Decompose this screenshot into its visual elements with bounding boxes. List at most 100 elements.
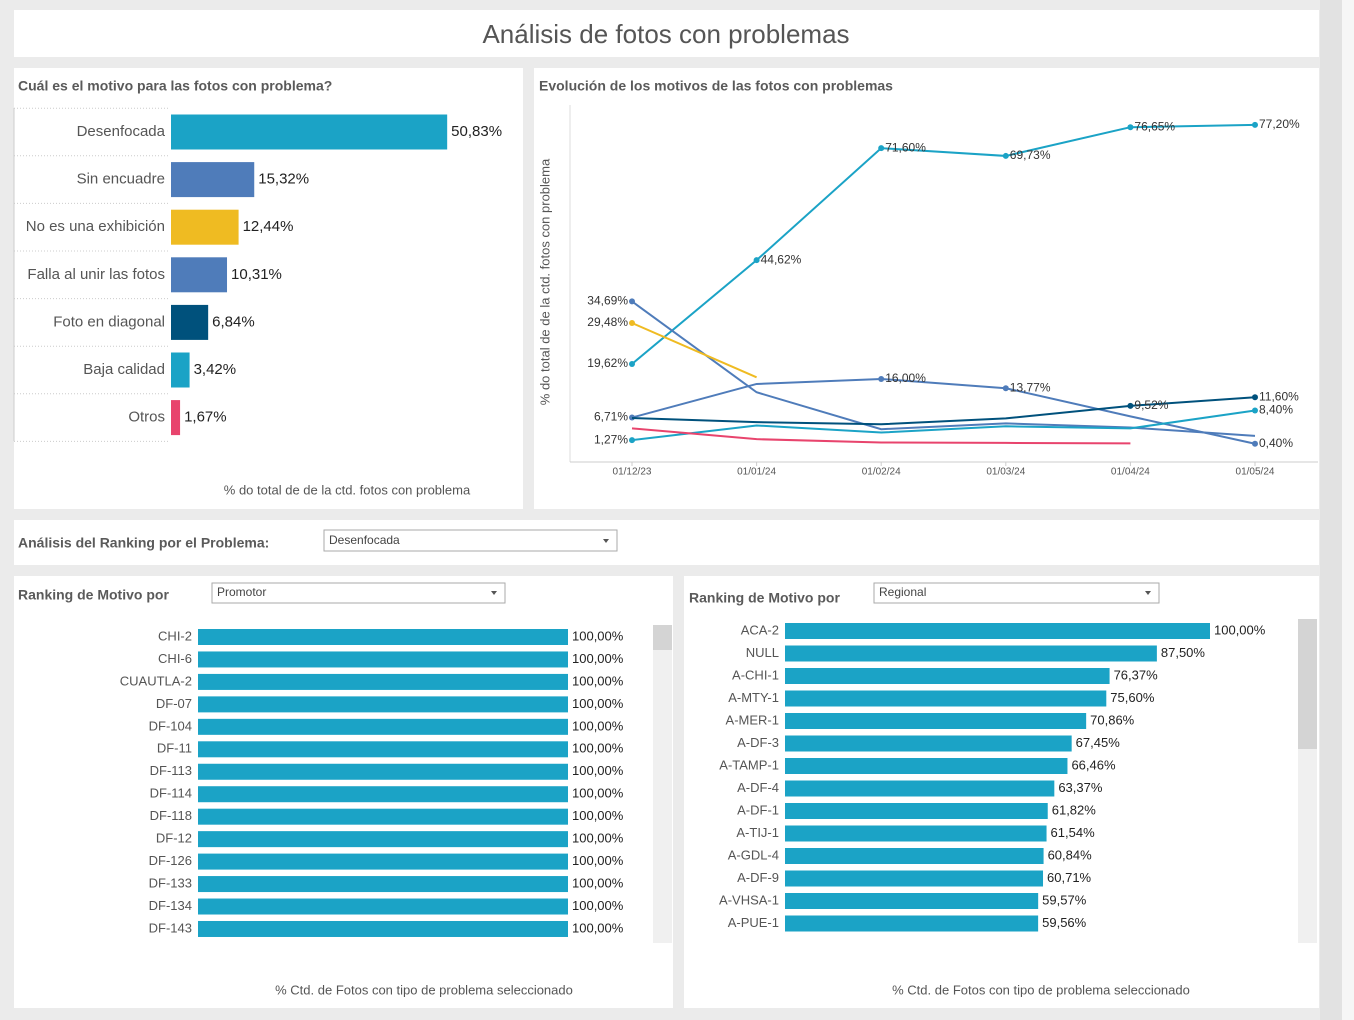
x-tick-label: 01/03/24 (986, 467, 1025, 478)
value-label: 1,27% (594, 432, 628, 446)
value-label: 60,71% (1047, 870, 1092, 885)
dropdown-box[interactable] (211, 582, 506, 604)
scrollbar-track[interactable] (653, 625, 672, 943)
dropdown-box[interactable] (873, 582, 1160, 604)
bar (171, 400, 181, 436)
value-label: 67,45% (1076, 735, 1121, 750)
bar (198, 853, 568, 870)
x-tick-label: 01/04/24 (1111, 467, 1150, 478)
category-label: A-TIJ-1 (736, 825, 779, 840)
value-label: 6,84% (212, 313, 255, 330)
value-label: 100,00% (572, 673, 624, 688)
value-label: 59,57% (1042, 892, 1087, 907)
dropdown-arrow[interactable] (603, 539, 609, 543)
line (631, 123, 1256, 365)
value-label: 100,00% (572, 628, 624, 643)
value-label: 9,52% (1134, 398, 1168, 412)
point (1002, 152, 1009, 159)
bar (785, 623, 1210, 639)
category-label: ACA-2 (741, 622, 779, 637)
category-label: DF-118 (150, 808, 192, 823)
x-tick-label: 01/05/24 (1236, 467, 1275, 478)
value-label: 77,20% (1259, 117, 1300, 131)
bar (198, 920, 568, 937)
bar (785, 668, 1110, 684)
bar (198, 741, 568, 758)
line (631, 427, 1131, 445)
category-label: Sin encuadre (77, 171, 165, 188)
category-label: DF-104 (149, 718, 192, 733)
bar (198, 629, 568, 645)
value-label: 100,00% (572, 831, 624, 846)
value-label: 100,00% (572, 696, 624, 711)
dropdown-arrow[interactable] (1145, 591, 1151, 595)
chart-title: Evolución de los motivos de las fotos co… (539, 78, 893, 94)
dashboard-title: Análisis de fotos con problemas (482, 19, 849, 49)
point (1252, 440, 1258, 447)
page-scrollbar-track (1342, 0, 1354, 1020)
value-label: 100,00% (572, 741, 624, 756)
bar (198, 763, 568, 780)
chart-title: Ranking de Motivo por (18, 587, 169, 603)
dropdown[interactable]: Desenfocada (323, 529, 618, 552)
dropdown-value[interactable]: Desenfocada (329, 533, 400, 547)
title-panel (14, 10, 1319, 57)
dropdown-value[interactable]: Promotor (217, 585, 266, 599)
bar (785, 780, 1055, 797)
dropdown[interactable]: Promotor (211, 582, 506, 604)
point (629, 320, 635, 327)
scrollbar-thumb[interactable] (1298, 619, 1317, 749)
category-label: A-DF-1 (737, 802, 779, 817)
dropdown-box[interactable] (323, 529, 618, 552)
category-label: CHI-2 (158, 628, 192, 643)
value-label: 100,00% (572, 763, 624, 778)
point (629, 298, 635, 305)
bar (171, 352, 190, 388)
category-label: CUAUTLA-2 (120, 673, 192, 688)
value-label: 100,00% (572, 898, 624, 913)
value-label: 50,83% (451, 123, 502, 140)
value-label: 100,00% (572, 651, 624, 666)
x-axis-label: % do total de de la ctd. fotos con probl… (224, 482, 471, 497)
value-label: 15,32% (258, 171, 309, 188)
line (631, 409, 1256, 442)
category-label: A-VHSA-1 (719, 892, 779, 907)
x-tick-label: 01/02/24 (862, 467, 901, 478)
dropdown-value[interactable]: Regional (879, 585, 926, 599)
dropdown[interactable]: Regional (873, 582, 1160, 604)
dropdown-arrow[interactable] (491, 591, 497, 595)
category-label: Foto en diagonal (53, 313, 165, 330)
value-label: 6,71% (594, 410, 628, 424)
category-label: A-MTY-1 (728, 690, 779, 705)
scrollbar-thumb[interactable] (653, 625, 672, 650)
value-label: 76,37% (1114, 667, 1159, 682)
point (878, 375, 885, 382)
value-label: 63,37% (1058, 780, 1103, 795)
bar (171, 257, 228, 293)
bar (785, 758, 1068, 774)
bar (198, 831, 568, 848)
chart-title: Ranking de Motivo por (689, 590, 840, 606)
category-label: DF-11 (157, 741, 192, 756)
x-axis-label: % Ctd. de Fotos con tipo de problema sel… (892, 982, 1190, 997)
category-label: DF-126 (149, 853, 192, 868)
bar (785, 690, 1107, 707)
value-label: 12,44% (243, 218, 294, 235)
category-label: DF-12 (156, 831, 192, 846)
category-label: NULL (746, 645, 779, 660)
category-label: DF-133 (149, 875, 192, 890)
category-label: CHI-6 (158, 651, 192, 666)
value-label: 71,60% (885, 140, 926, 154)
value-label: 1,67% (184, 409, 227, 426)
value-label: 87,50% (1161, 645, 1206, 660)
value-label: 10,31% (231, 266, 282, 283)
category-label: DF-134 (149, 898, 192, 913)
value-label: 70,86% (1090, 712, 1135, 727)
bar (198, 673, 568, 690)
value-label: 100,00% (572, 786, 624, 801)
value-label: 69,73% (1010, 148, 1051, 162)
point (1252, 394, 1258, 401)
value-label: 11,60% (1259, 389, 1299, 403)
value-label: 8,40% (1259, 403, 1293, 417)
value-label: 100,00% (572, 718, 624, 733)
